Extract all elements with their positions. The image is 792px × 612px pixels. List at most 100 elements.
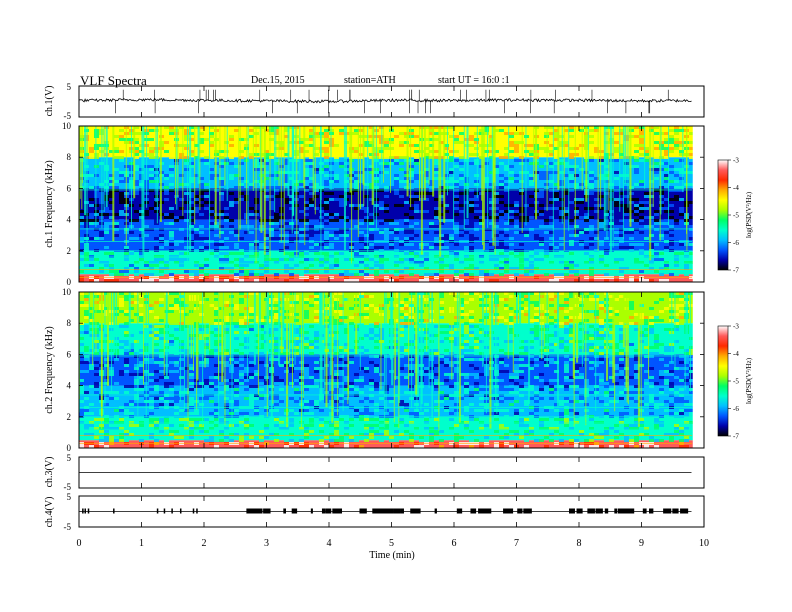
spectrogram-cell — [304, 340, 309, 343]
spectrogram-cell — [94, 258, 99, 261]
spectrogram-cell — [654, 292, 659, 295]
spectrogram-cell — [494, 144, 499, 147]
spectrogram-cell — [504, 292, 509, 295]
spectrogram-cell — [104, 210, 109, 213]
spectrogram-cell — [94, 168, 99, 171]
spectrogram-cell — [124, 310, 129, 313]
spectrogram-cell — [479, 270, 484, 273]
spectrogram-cell — [234, 204, 239, 207]
spectrogram-cell — [84, 261, 89, 264]
spectrogram-cell — [289, 304, 294, 307]
spectrogram-cell — [529, 210, 534, 213]
spectrogram-cell — [314, 252, 319, 255]
spectrogram-cell — [119, 168, 124, 171]
spectrogram-cell — [584, 319, 589, 322]
spectrogram-cell — [149, 174, 154, 177]
spectrogram-cell — [404, 162, 409, 165]
spectrogram-cell — [239, 183, 244, 186]
spectrogram-cell — [189, 210, 194, 213]
spectrogram-cell — [239, 279, 244, 282]
spectrogram-cell — [269, 126, 274, 129]
spectrogram-cell — [404, 186, 409, 189]
spectrogram-cell — [364, 255, 369, 258]
spectrogram-cell — [259, 337, 264, 340]
spectrogram-cell — [214, 225, 219, 228]
spectrogram-cell — [599, 147, 604, 150]
spectrogram-cell — [639, 252, 644, 255]
spectrogram-cell — [474, 183, 479, 186]
spectrogram-cell — [394, 328, 399, 331]
spectrogram-cell — [659, 207, 664, 210]
spectrogram-cell — [164, 144, 169, 147]
spectrogram-cell — [224, 216, 229, 219]
spectrogram-cell — [629, 228, 634, 231]
spectrogram-cell — [404, 334, 409, 337]
spectrogram-cell — [149, 186, 154, 189]
spectrogram-cell — [664, 331, 669, 334]
spectrogram-cell — [289, 177, 294, 180]
spectrogram-cell — [454, 343, 459, 346]
spectrogram-cell — [574, 207, 579, 210]
spectrogram-cell — [659, 189, 664, 192]
spectrogram-cell — [569, 325, 574, 328]
spectrogram-cell — [569, 180, 574, 183]
spectrogram-cell — [164, 177, 169, 180]
spectrogram-cell — [169, 234, 174, 237]
spectrogram-cell — [524, 126, 529, 129]
spectrogram-cell — [204, 264, 209, 267]
spectrogram-cell — [614, 273, 619, 276]
spectrogram-cell — [469, 138, 474, 141]
spectrogram-cell — [354, 267, 359, 270]
spectrogram-cell — [344, 298, 349, 301]
spectrogram-cell — [629, 261, 634, 264]
spectrogram-cell — [579, 304, 584, 307]
spectrogram-cell — [424, 150, 429, 153]
spectrogram-cell — [634, 126, 639, 129]
spectrogram-cell — [119, 186, 124, 189]
spectrogram-cell — [104, 340, 109, 343]
spectrogram-cell — [234, 331, 239, 334]
spectrogram-cell — [309, 270, 314, 273]
spectrogram-cell — [84, 319, 89, 322]
spectrogram-cell — [359, 183, 364, 186]
spectrogram-cell — [194, 207, 199, 210]
spectrogram-cell — [314, 186, 319, 189]
spectrogram-cell — [394, 174, 399, 177]
spectrogram-cell — [459, 313, 464, 316]
spectrogram-cell — [224, 337, 229, 340]
spectrogram-cell — [109, 189, 114, 192]
spectrogram-cell — [224, 331, 229, 334]
spectrogram-cell — [384, 216, 389, 219]
spectrogram-cell — [309, 156, 314, 159]
spectrogram-cell — [159, 298, 164, 301]
spectrogram-cell — [444, 150, 449, 153]
spectrogram-cell — [274, 126, 279, 129]
spectrogram-cell — [539, 159, 544, 162]
spectrogram-cell — [264, 267, 269, 270]
spectrogram-cell — [249, 307, 254, 310]
spectrogram-cell — [114, 270, 119, 273]
spectrogram-cell — [549, 267, 554, 270]
spectrogram-cell — [84, 138, 89, 141]
spectrogram-cell — [464, 156, 469, 159]
spectrogram-cell — [629, 258, 634, 261]
spectrogram-cell — [614, 159, 619, 162]
spectrogram-cell — [584, 246, 589, 249]
spectrogram-cell — [109, 279, 114, 282]
spectrogram-cell — [79, 216, 84, 219]
spectrogram-cell — [404, 135, 409, 138]
spectrogram-cell — [519, 162, 524, 165]
spectrogram-cell — [434, 126, 439, 129]
spectrogram-cell — [674, 195, 679, 198]
spectrogram-cell — [289, 292, 294, 295]
spectrogram-cell — [164, 204, 169, 207]
spectrogram-cell — [524, 231, 529, 234]
spectrogram-cell — [564, 153, 569, 156]
spectrogram-cell — [219, 144, 224, 147]
spectrogram-cell — [139, 313, 144, 316]
spectrogram-cell — [324, 228, 329, 231]
spectrogram-cell — [509, 292, 514, 295]
spectrogram-cell — [549, 298, 554, 301]
spectrogram-cell — [379, 267, 384, 270]
spectrogram-cell — [94, 222, 99, 225]
